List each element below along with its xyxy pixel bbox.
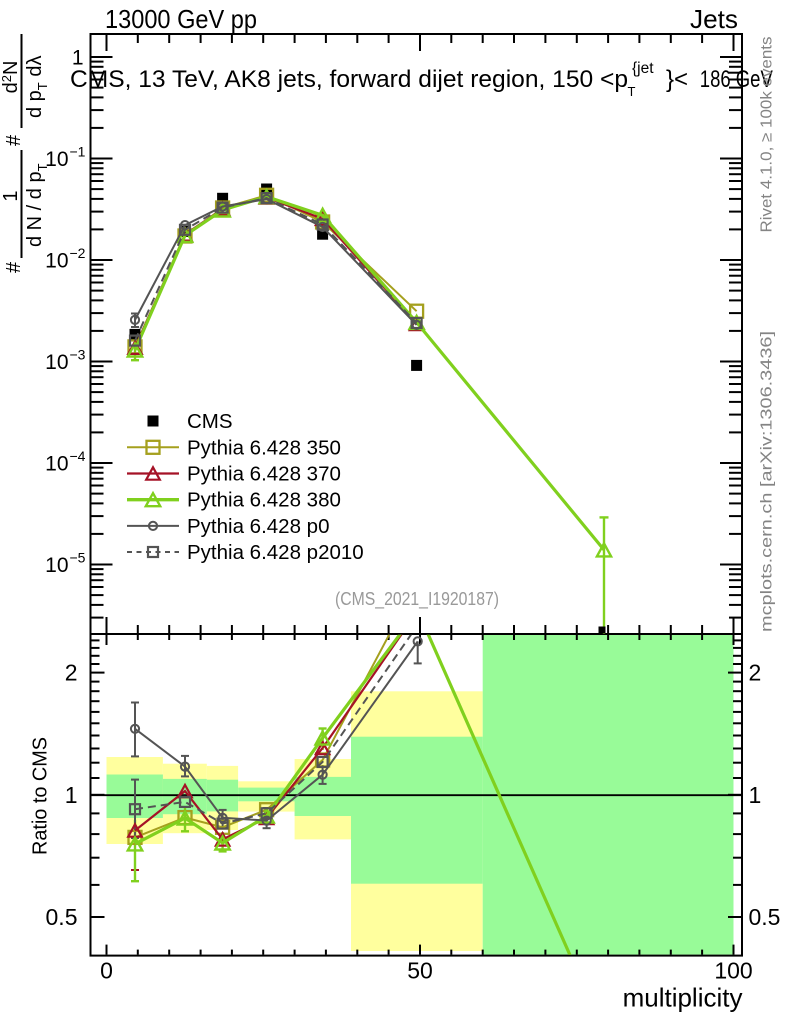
svg-text:Pythia 6.428 350: Pythia 6.428 350: [187, 436, 341, 459]
svg-text:10: 10: [45, 554, 68, 577]
svg-text:{jet: {jet: [632, 60, 654, 77]
svg-text:0: 0: [100, 958, 113, 984]
svg-text:2: 2: [65, 660, 78, 686]
svg-text:1: 1: [749, 782, 762, 808]
svg-text:Pythia 6.428 380: Pythia 6.428 380: [187, 489, 341, 512]
svg-text:#: #: [3, 134, 25, 146]
svg-text:1: 1: [0, 190, 22, 201]
svg-text:10: 10: [45, 148, 68, 171]
svg-text:Ratio to CMS: Ratio to CMS: [30, 737, 52, 855]
svg-text:−2: −2: [70, 245, 86, 261]
svg-text:10: 10: [45, 250, 68, 273]
svg-text:50: 50: [407, 958, 433, 984]
svg-text:Pythia 6.428 p2010: Pythia 6.428 p2010: [187, 541, 364, 564]
svg-text:10: 10: [45, 351, 68, 374]
svg-text:−3: −3: [70, 347, 86, 363]
svg-text:d2N: d2N: [0, 61, 22, 94]
svg-text:0.5: 0.5: [46, 904, 78, 930]
svg-text:}<: }<: [666, 66, 688, 93]
svg-text:CMS: CMS: [187, 410, 233, 433]
svg-text:(CMS_2021_I1920187): (CMS_2021_I1920187): [335, 589, 499, 610]
svg-text:−5: −5: [70, 550, 86, 566]
svg-text:10: 10: [45, 453, 68, 476]
svg-text:−1: −1: [70, 144, 86, 160]
svg-text:mcplots.cern.ch [arXiv:1306.34: mcplots.cern.ch [arXiv:1306.3436]: [759, 331, 776, 632]
svg-text:100: 100: [714, 958, 752, 984]
svg-text:Pythia 6.428 370: Pythia 6.428 370: [187, 463, 341, 486]
svg-text:#: #: [3, 261, 25, 273]
svg-text:2: 2: [749, 660, 762, 686]
svg-text:13000 GeV pp: 13000 GeV pp: [105, 4, 257, 34]
svg-text:1: 1: [65, 782, 78, 808]
svg-text:multiplicity: multiplicity: [623, 983, 743, 1013]
svg-text:CMS, 13 TeV, AK8 jets, forward: CMS, 13 TeV, AK8 jets, forward dijet reg…: [70, 66, 628, 93]
svg-text:Jets: Jets: [690, 4, 738, 34]
svg-text:0.5: 0.5: [749, 904, 781, 930]
svg-text:Rivet 4.1.0, ≥ 100k events: Rivet 4.1.0, ≥ 100k events: [759, 36, 776, 232]
svg-text:T: T: [628, 84, 636, 99]
svg-text:d N / d pT: d N / d pT: [24, 163, 50, 247]
svg-text:1: 1: [72, 47, 84, 70]
svg-text:−4: −4: [70, 448, 86, 464]
svg-text:Pythia 6.428 p0: Pythia 6.428 p0: [187, 515, 329, 538]
svg-text:186 GeV: 186 GeV: [700, 66, 773, 93]
